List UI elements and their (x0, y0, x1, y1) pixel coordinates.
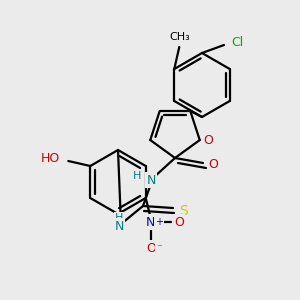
Text: +: + (155, 217, 163, 227)
Text: ⁻: ⁻ (156, 243, 162, 253)
Text: N: N (114, 220, 124, 232)
Text: CH₃: CH₃ (169, 32, 190, 42)
Text: N: N (146, 173, 156, 187)
Text: S: S (178, 204, 188, 218)
Text: O: O (204, 134, 214, 146)
Text: H: H (133, 171, 141, 181)
Text: Cl: Cl (231, 37, 243, 50)
Text: H: H (115, 213, 123, 223)
Text: N: N (146, 215, 155, 229)
Text: O: O (208, 158, 218, 172)
Text: O: O (146, 242, 156, 254)
Text: HO: HO (41, 152, 60, 164)
Text: O: O (174, 215, 184, 229)
